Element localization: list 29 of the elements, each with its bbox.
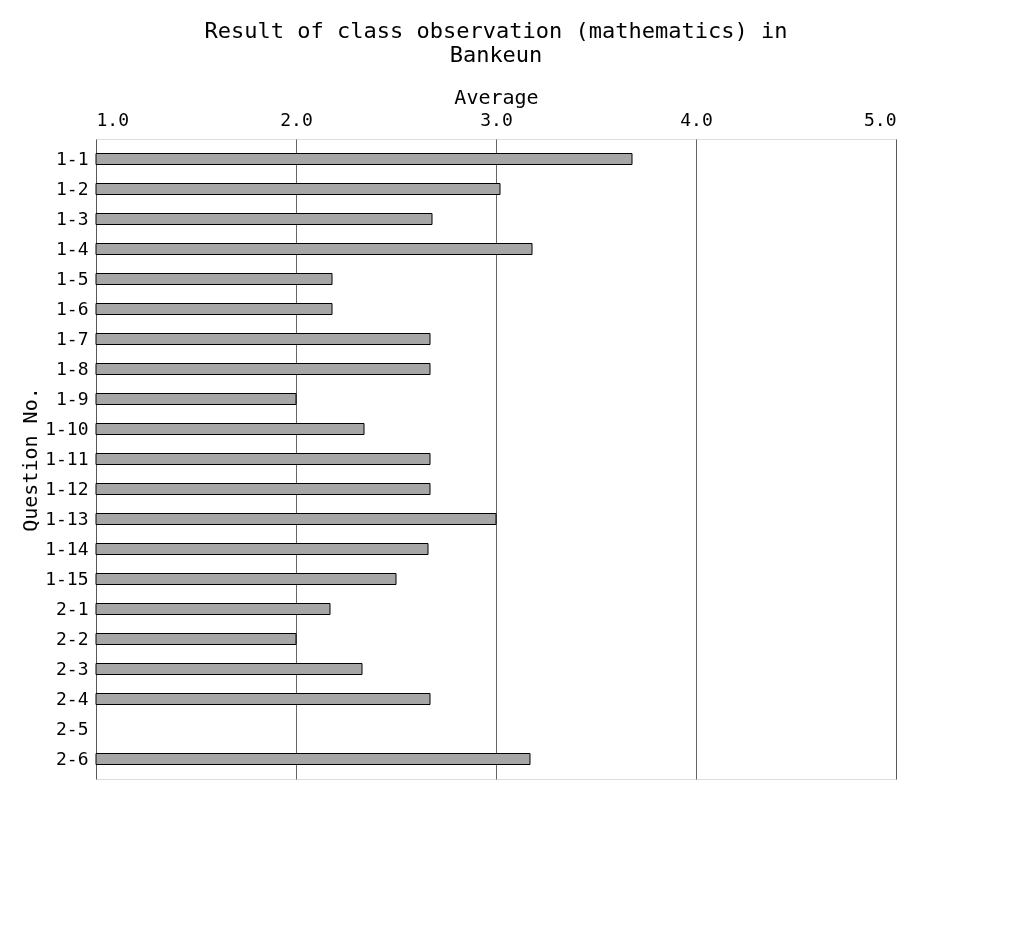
y-tick-label: 1-4 xyxy=(55,237,89,259)
y-tick-label: 1-15 xyxy=(45,567,89,589)
y-tick-label: 2-1 xyxy=(55,597,89,619)
x-tick-label: 3.0 xyxy=(480,108,513,130)
x-tick-label: 1.0 xyxy=(96,108,130,130)
y-tick-label: 2-6 xyxy=(55,747,89,769)
y-tick-label: 2-4 xyxy=(55,687,89,709)
y-tick-label: 1-11 xyxy=(45,447,89,469)
y-tick-label: 1-2 xyxy=(55,177,89,199)
x-tick-label: 5.0 xyxy=(863,108,897,130)
y-tick-label: 1-5 xyxy=(55,267,89,289)
y-axis-title: Question No. xyxy=(18,387,43,532)
y-tick-label: 1-13 xyxy=(45,507,89,529)
y-tick-label: 1-8 xyxy=(55,357,89,379)
y-tick-label: 1-12 xyxy=(45,477,89,499)
y-tick-label: 1-10 xyxy=(45,417,89,439)
y-tick-label: 1-3 xyxy=(55,207,89,229)
y-tick-label: 1-9 xyxy=(55,387,89,409)
y-tick-label: 2-2 xyxy=(55,627,89,649)
x-tick-label: 2.0 xyxy=(280,108,313,130)
x-tick-label: 4.0 xyxy=(680,108,713,130)
y-tick-label: 1-1 xyxy=(55,147,89,169)
chart-title: Result of class observation (mathematics) in Bankeun xyxy=(204,18,788,67)
x-axis-title: Average xyxy=(454,84,539,109)
y-tick-label: 1-6 xyxy=(55,297,89,319)
y-tick-label: 2-5 xyxy=(55,717,89,739)
y-tick-label: 1-7 xyxy=(55,327,89,349)
y-tick-label: 1-14 xyxy=(45,537,89,559)
y-tick-label: 2-3 xyxy=(55,657,89,679)
